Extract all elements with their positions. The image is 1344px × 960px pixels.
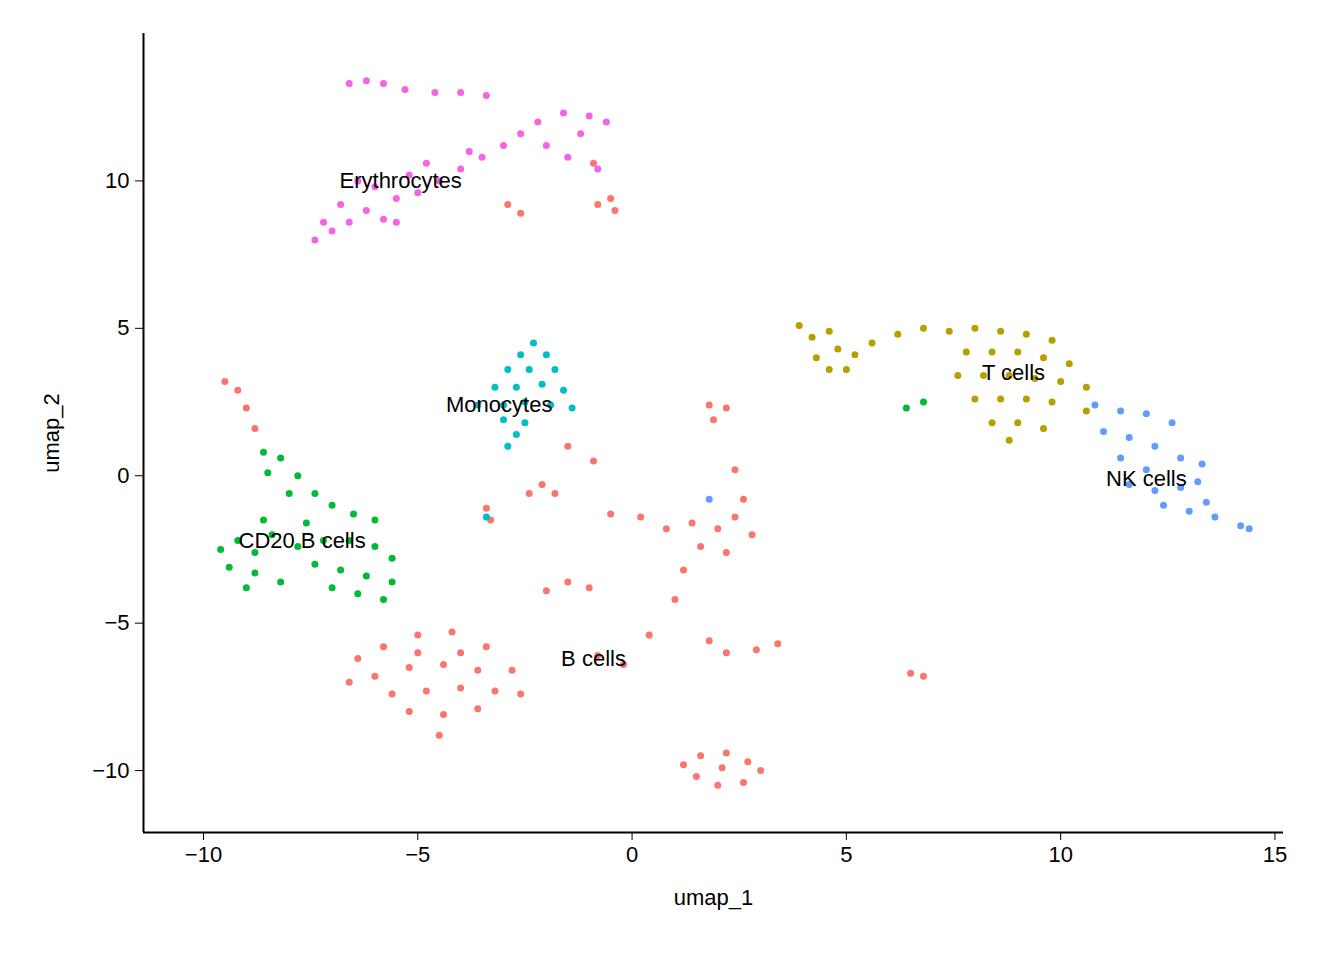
svg-text:10: 10 (1048, 842, 1072, 867)
svg-text:5: 5 (840, 842, 852, 867)
svg-text:umap_1: umap_1 (674, 885, 754, 910)
svg-text:0: 0 (117, 463, 129, 488)
svg-text:CD20 B cells: CD20 B cells (238, 528, 365, 553)
svg-text:5: 5 (117, 315, 129, 340)
svg-text:Erythrocytes: Erythrocytes (340, 168, 462, 193)
svg-text:15: 15 (1263, 842, 1287, 867)
svg-text:umap_2: umap_2 (39, 393, 64, 473)
svg-text:B cells: B cells (561, 646, 626, 671)
svg-text:10: 10 (105, 168, 129, 193)
svg-text:Monocytes: Monocytes (446, 392, 552, 417)
svg-text:0: 0 (626, 842, 638, 867)
svg-text:−5: −5 (405, 842, 430, 867)
svg-text:T cells: T cells (982, 360, 1045, 385)
svg-text:NK cells: NK cells (1106, 466, 1187, 491)
svg-text:−5: −5 (104, 610, 129, 635)
svg-text:−10: −10 (92, 758, 129, 783)
svg-text:−10: −10 (185, 842, 222, 867)
